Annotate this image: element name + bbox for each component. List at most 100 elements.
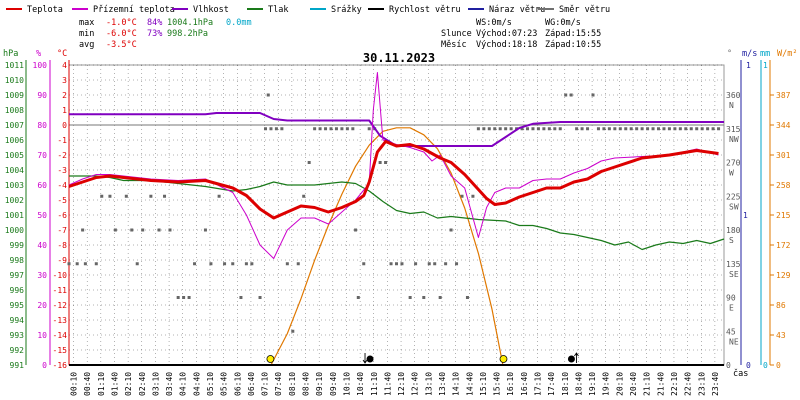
humidity-tick-label: 80	[37, 121, 47, 130]
unit-time: čas	[733, 368, 748, 379]
solar-tick-label: 172	[776, 241, 791, 250]
wind-direction-point	[130, 228, 134, 232]
wind-speed-tick-label: 0	[746, 361, 751, 370]
stat-max-label: max	[79, 18, 94, 28]
x-tick-label: 15:10	[479, 372, 488, 396]
wind-direction-point	[108, 194, 112, 198]
wind-direction-point	[471, 194, 475, 198]
legend-label: Rychlost větru	[389, 5, 461, 15]
x-tick-label: 12:10	[397, 372, 406, 396]
sunset-time: Západ:15:55	[545, 29, 601, 39]
pressure-tick-label: 1009	[5, 91, 24, 100]
left-axes: 9919929939949959969979989991000100110021…	[5, 60, 70, 370]
x-tick-label: 07:10	[261, 372, 270, 396]
x-tick-label: 13:40	[438, 372, 447, 396]
wind-direction-point	[149, 194, 153, 198]
wind-direction-point	[389, 262, 393, 266]
moonrise-marker	[567, 355, 575, 363]
direction-tick-label: 360	[726, 91, 741, 100]
x-tick-label: 19:40	[602, 372, 611, 396]
wind-direction-point	[564, 93, 568, 97]
unit-hpa: hPa	[3, 49, 18, 59]
pressure-tick-label: 996	[10, 286, 25, 295]
wind-direction-point	[465, 296, 469, 299]
unit-deg: °	[727, 49, 732, 59]
x-tick-label: 10:10	[342, 372, 351, 396]
legend-label: Přízemní teplota	[93, 5, 175, 15]
astro-markers	[266, 352, 579, 364]
wind-direction-point	[591, 93, 595, 97]
stat-max-rain: 0.0mm	[226, 18, 252, 28]
pressure-tick-label: 1007	[5, 121, 24, 130]
moonrise-time: Východ:18:18	[476, 40, 537, 50]
wind-direction-point	[100, 194, 104, 198]
wind-direction-point	[526, 127, 529, 131]
wind-direction-point	[408, 296, 412, 299]
wind-direction-point	[334, 127, 338, 131]
wind-direction-point	[81, 228, 85, 232]
temp-tick-label: -14	[53, 331, 68, 340]
x-tick-label: 22:40	[684, 372, 693, 396]
wind-direction-point	[168, 228, 172, 232]
wind-direction-point	[307, 161, 311, 164]
wind-direction-point	[378, 161, 382, 164]
x-tick-label: 04:10	[179, 372, 188, 396]
wind-direction-point	[422, 296, 426, 299]
wind-direction-point	[354, 228, 358, 232]
wind-direction-point	[504, 127, 508, 131]
wind-direction-point	[586, 127, 590, 131]
wind-direction-point	[193, 262, 197, 266]
direction-compass-label: SW	[729, 202, 739, 211]
x-tick-label: 01:40	[110, 372, 119, 396]
wind-direction-point	[313, 127, 317, 131]
humidity-tick-label: 40	[37, 241, 47, 250]
wind-direction-point	[607, 127, 611, 131]
wind-direction-point	[547, 127, 551, 131]
wind-direction-point	[580, 127, 584, 131]
wind-direction-point	[460, 194, 464, 198]
wind-direction-point	[280, 127, 284, 131]
series-slunecni-zareni	[270, 127, 504, 366]
wind-direction-point	[640, 127, 644, 131]
wind-direction-point	[558, 127, 562, 131]
x-tick-label: 03:10	[151, 372, 160, 396]
wind-direction-point	[231, 262, 235, 266]
stat-max-hum: 84%	[147, 18, 162, 28]
wind-direction-point	[176, 296, 180, 299]
wind-direction-point	[553, 127, 557, 131]
x-tick-label: 01:10	[97, 372, 106, 396]
x-tick-label: 08:40	[302, 372, 311, 396]
wind-direction-point	[187, 296, 191, 299]
wind-direction-point	[367, 127, 371, 131]
x-tick-label: 20:40	[629, 372, 638, 396]
wind-direction-point	[684, 127, 688, 131]
wind-direction-point	[476, 127, 480, 131]
wind-direction-point	[678, 127, 682, 131]
temp-tick-label: -13	[53, 316, 68, 325]
x-tick-label: 07:40	[274, 372, 283, 396]
x-tick-label: 23:10	[697, 372, 706, 396]
wind-direction-point	[258, 296, 262, 299]
temp-tick-label: 4	[62, 61, 67, 70]
pressure-tick-label: 1005	[5, 151, 24, 160]
wind-direction-point	[520, 127, 524, 131]
x-tick-label: 18:40	[574, 372, 583, 396]
humidity-tick-label: 60	[37, 181, 47, 190]
axis-unit-labels: hPa % °C ° m/s mm W/m² čas	[3, 49, 797, 379]
solar-tick-label: 387	[776, 91, 791, 100]
temp-tick-label: -12	[53, 301, 68, 310]
wind-direction-point	[340, 127, 344, 131]
x-tick-label: 21:40	[656, 372, 665, 396]
temp-tick-label: -8	[57, 241, 67, 250]
wind-direction-point	[345, 127, 349, 131]
direction-tick-label: 135	[726, 260, 741, 269]
x-tick-label: 00:40	[83, 372, 92, 396]
temp-tick-label: -15	[53, 346, 68, 355]
direction-compass-label: N	[729, 101, 734, 110]
x-tick-label: 09:10	[315, 372, 324, 396]
wind-direction-point	[113, 228, 117, 232]
temp-tick-label: -1	[57, 136, 67, 145]
pressure-tick-label: 1010	[5, 76, 24, 85]
temp-tick-label: 3	[62, 76, 67, 85]
